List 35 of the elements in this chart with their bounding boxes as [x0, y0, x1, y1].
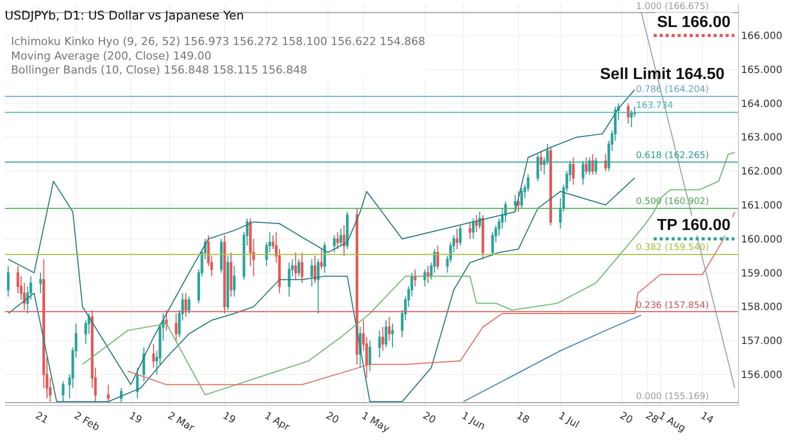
x-tick-label: 21	[33, 410, 50, 426]
y-tick-label: 160.000	[741, 234, 782, 246]
y-tick-label: 166.000	[741, 31, 782, 42]
ref-line-label: 0.000 (155.169)	[636, 392, 709, 402]
x-tick-label: 1 May	[359, 410, 392, 436]
x-tick-label: 20	[324, 410, 340, 426]
x-tick-label: 19	[220, 410, 238, 426]
x-tick-label: 19	[126, 410, 144, 426]
x-tick-label: 1 Jun	[460, 410, 487, 433]
ref-line-label: 0.236 (157.854)	[636, 301, 709, 311]
ref-line-label: 1.000 (166.675)	[636, 2, 709, 12]
x-tick-label: 20	[420, 410, 438, 426]
y-tick-label: 162.000	[741, 166, 782, 178]
y-tick-label: 157.000	[741, 336, 782, 348]
text: Ichimoku Kinko Hyo (9, 26, 52) 156.973 156.272 158.100 156.622 154.868 Moving Average (200, Close) 149.00 Bollinger Bands (10, Close) 156.848 158.115 156.848	[11, 35, 426, 77]
x-tick-label: 18	[514, 410, 531, 426]
ref-line-label: TP 160.00	[657, 217, 731, 234]
ref-line-label: SL 166.00	[657, 14, 731, 31]
chart-title: USDJPYb, D1: US Dollar vs Japanese Yen	[4, 8, 244, 22]
x-tick-label: 2 Feb	[72, 410, 102, 434]
y-tick-label: 159.000	[741, 268, 782, 280]
x-tick-label: 1 Jul	[556, 410, 581, 431]
x-tick-label: 20	[618, 410, 634, 426]
x-tick-label: 14	[698, 410, 716, 426]
y-tick-label: 165.000	[741, 64, 782, 76]
annotation: Sell Limit 164.50	[600, 66, 725, 83]
x-tick-label: 2 Mar	[166, 410, 197, 435]
x-tick-label: 28	[644, 410, 660, 426]
x-tick-label: 1 Apr	[262, 410, 292, 434]
y-tick-label: 164.000	[741, 98, 782, 110]
y-tick-label: 158.000	[741, 302, 782, 314]
ref-line-label: 0.618 (162.265)	[636, 151, 709, 161]
y-tick-label: 163.000	[741, 132, 782, 144]
y-tick-label: 156.000	[741, 370, 782, 381]
y-tick-label: 161.000	[741, 200, 782, 212]
